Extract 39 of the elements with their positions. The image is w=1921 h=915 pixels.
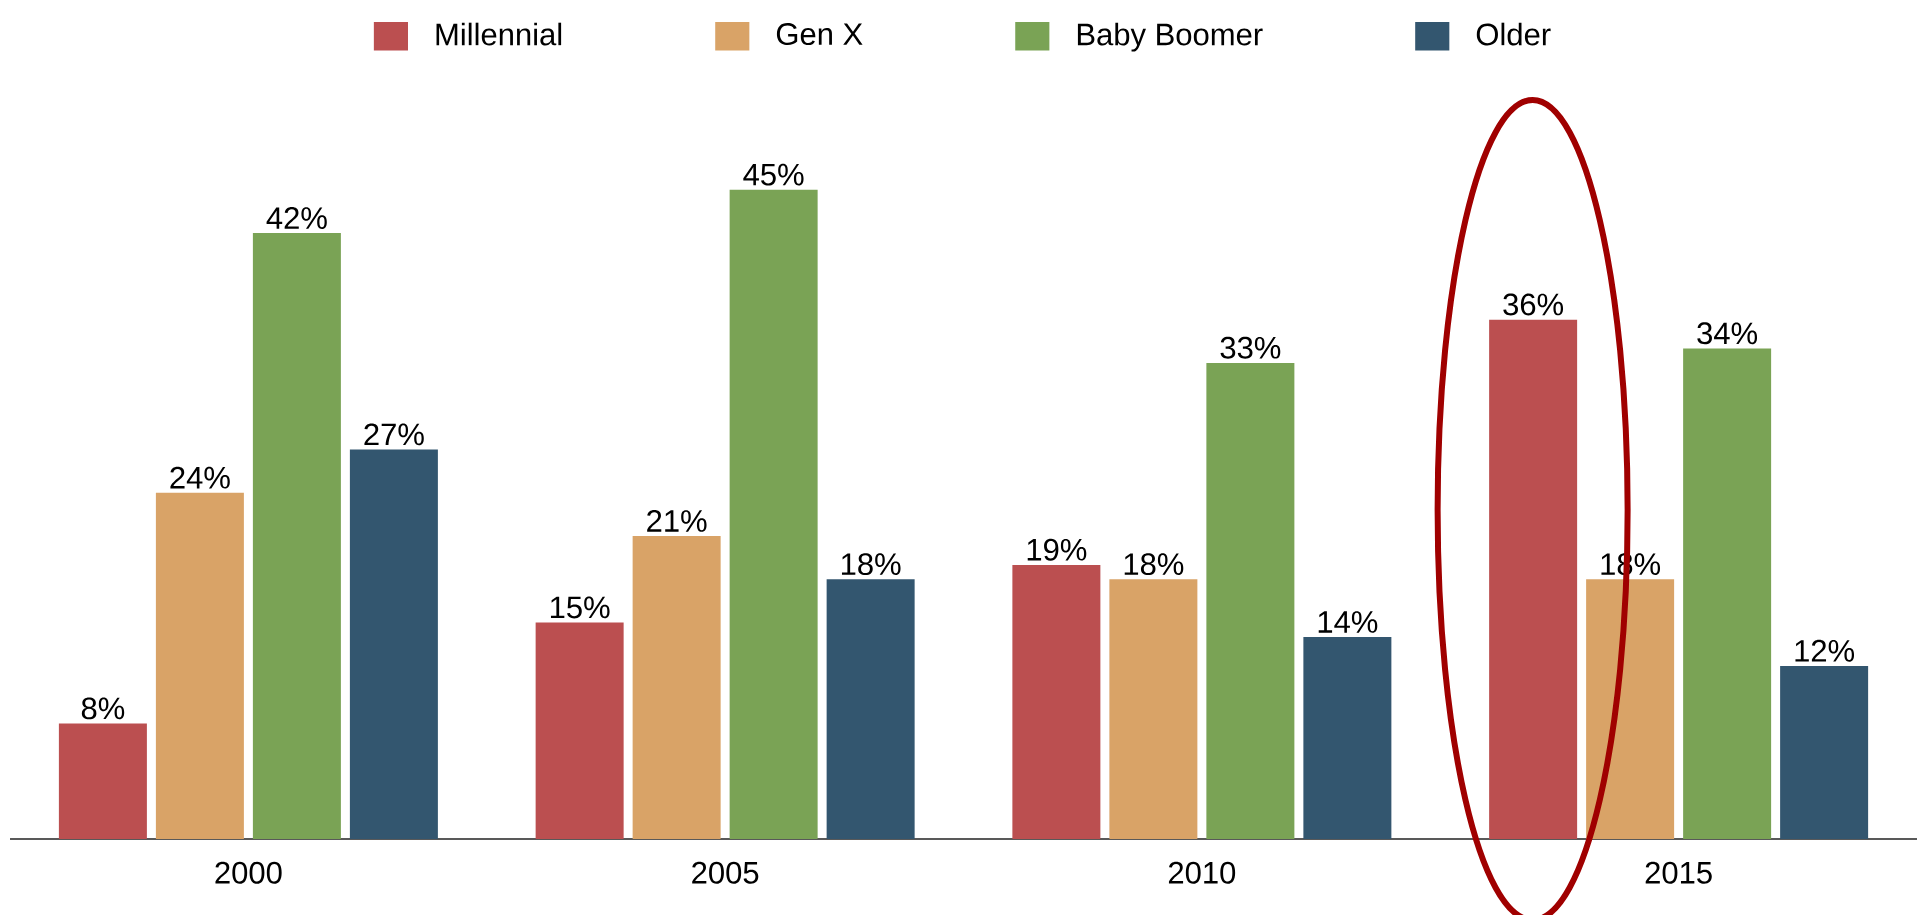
bar bbox=[826, 579, 915, 839]
bar bbox=[729, 189, 818, 839]
data-label: 24% bbox=[170, 466, 230, 489]
legend-label: Millennial bbox=[436, 22, 562, 46]
data-label: 45% bbox=[743, 163, 804, 186]
bar bbox=[535, 622, 624, 839]
bar bbox=[155, 492, 244, 839]
data-label: 14% bbox=[1318, 611, 1378, 633]
data-label: 18% bbox=[1124, 553, 1184, 576]
bar bbox=[349, 449, 438, 839]
data-label: 18% bbox=[841, 553, 901, 576]
data-label: 42% bbox=[266, 207, 327, 229]
bar bbox=[1206, 362, 1295, 839]
data-label: 15% bbox=[550, 596, 610, 619]
legend-label: Baby Boomer bbox=[1077, 22, 1263, 52]
bar bbox=[1683, 348, 1772, 839]
bar bbox=[58, 723, 147, 839]
bar bbox=[1489, 319, 1578, 839]
bar bbox=[252, 233, 341, 839]
legend-label: Older bbox=[1476, 22, 1551, 46]
bar bbox=[1303, 637, 1392, 839]
x-tick-label: 2005 bbox=[692, 861, 759, 884]
data-label: 27% bbox=[364, 423, 424, 446]
legend-label: Gen X bbox=[776, 23, 863, 46]
bar bbox=[1012, 564, 1101, 839]
data-label: 36% bbox=[1503, 293, 1564, 316]
bar bbox=[1109, 579, 1198, 839]
data-label: 21% bbox=[647, 510, 707, 532]
data-label: 8% bbox=[81, 697, 125, 720]
bar bbox=[1586, 579, 1675, 839]
bar bbox=[1780, 665, 1869, 839]
x-tick-label: 2000 bbox=[215, 861, 282, 884]
data-label: 12% bbox=[1795, 639, 1855, 662]
data-label: 34% bbox=[1697, 322, 1758, 345]
data-label: 19% bbox=[1027, 538, 1087, 561]
data-label: 33% bbox=[1220, 336, 1281, 359]
bar bbox=[632, 536, 721, 839]
x-tick-label: 2010 bbox=[1168, 861, 1236, 884]
x-tick-label: 2015 bbox=[1645, 861, 1712, 884]
